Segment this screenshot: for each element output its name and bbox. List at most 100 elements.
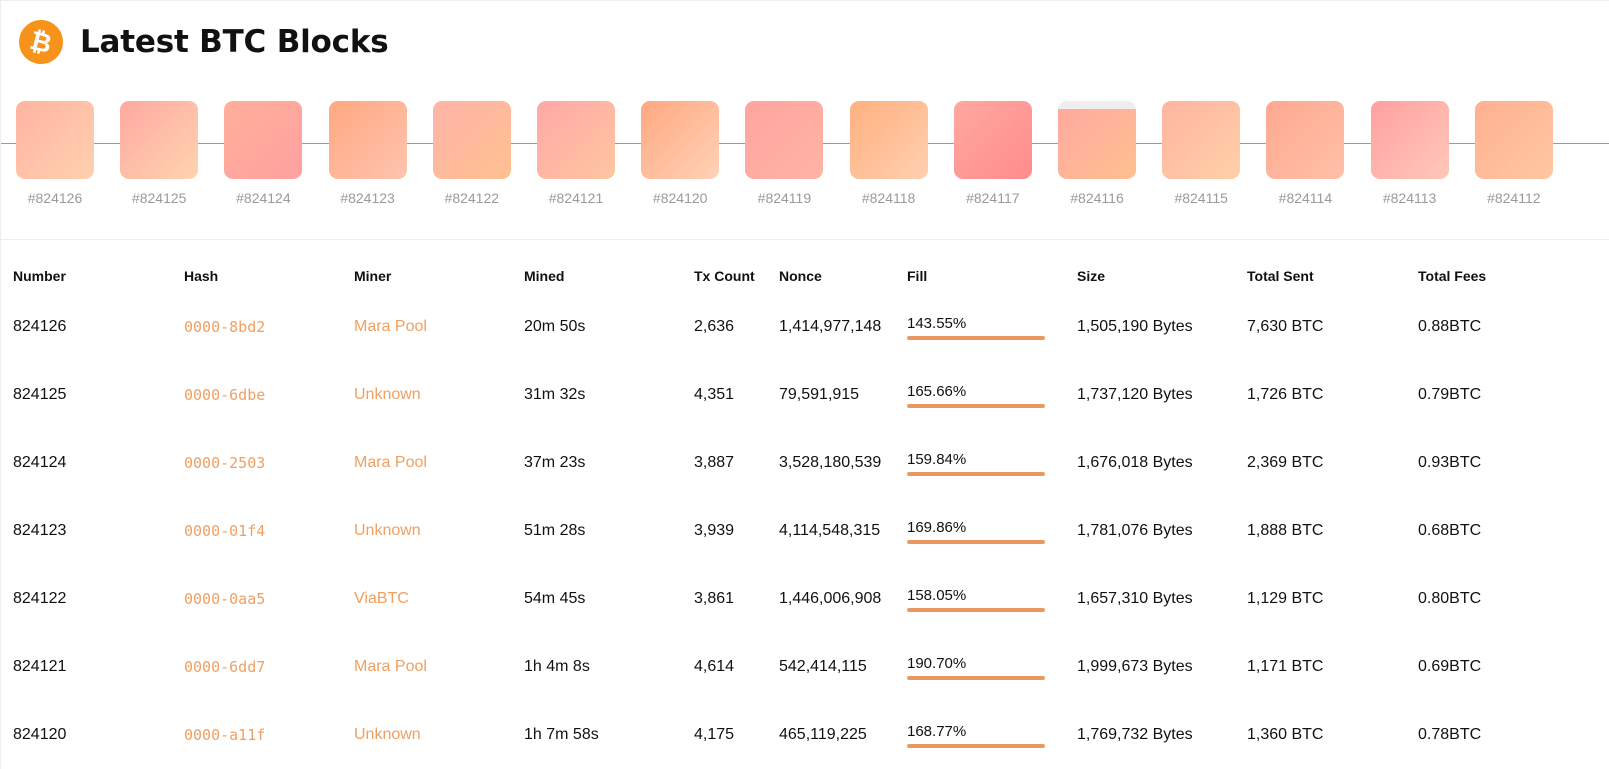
block-tile[interactable]: #824125: [119, 101, 199, 206]
block-number-label[interactable]: #824119: [757, 190, 812, 206]
block-tile[interactable]: #824117: [953, 101, 1033, 206]
column-header-nonce[interactable]: Nonce: [779, 268, 822, 284]
miner-link[interactable]: Unknown: [354, 726, 421, 743]
block-tile[interactable]: #824124: [223, 101, 303, 206]
total-fees-cell: 0.69BTC: [1418, 658, 1482, 675]
block-number-label[interactable]: #824122: [444, 190, 500, 206]
fill-cell: 168.77%: [907, 701, 1045, 769]
block-number-label[interactable]: #824123: [340, 190, 395, 206]
fill-progress-bar: [907, 607, 1045, 612]
miner-link[interactable]: Mara Pool: [354, 658, 427, 675]
block-hash-link[interactable]: 0000-8bd2: [184, 318, 266, 336]
block-number-label[interactable]: #824125: [131, 190, 187, 206]
table-row[interactable]: 824125 0000-6dbe Unknown 31m 32s 4,351 79,591…: [1, 361, 1609, 429]
fill-progress-bar-value: [907, 471, 1045, 476]
mined-time-cell: 37m 23s: [524, 454, 586, 471]
block-cube[interactable]: [328, 101, 407, 179]
block-hash-link[interactable]: 0000-a11f: [184, 726, 266, 744]
block-tile[interactable]: #824116: [1057, 101, 1137, 206]
column-header-number[interactable]: Number: [13, 268, 66, 284]
block-hash-link[interactable]: 0000-6dd7: [184, 658, 266, 676]
column-header-total-fees[interactable]: Total Fees: [1418, 268, 1487, 284]
table-row[interactable]: 824122 0000-0aa5 ViaBTC 54m 45s 3,861 1,446,0…: [1, 565, 1609, 633]
total-sent-cell: 1,726 BTC: [1247, 386, 1324, 403]
block-number-label[interactable]: #824112: [1487, 190, 1541, 206]
block-tile[interactable]: #824120: [640, 101, 720, 206]
miner-link[interactable]: Mara Pool: [354, 454, 427, 471]
block-number-label[interactable]: #824114: [1278, 190, 1333, 206]
table-row[interactable]: 824123 0000-01f4 Unknown 51m 28s 3,939 4,114,…: [1, 497, 1609, 565]
block-tile[interactable]: #824114: [1265, 101, 1345, 206]
page-header: ₿ Latest BTC Blocks: [14, 15, 389, 69]
block-tile[interactable]: #824113: [1370, 101, 1450, 206]
block-cube[interactable]: [849, 101, 928, 179]
block-tile[interactable]: #824118: [849, 101, 929, 206]
nonce-cell: 1,414,977,148: [779, 318, 882, 335]
fill-cell: 165.66%: [907, 361, 1045, 429]
block-cube[interactable]: [745, 101, 824, 179]
block-hash-link[interactable]: 0000-0aa5: [184, 590, 266, 608]
column-header-total-sent[interactable]: Total Sent: [1247, 268, 1314, 284]
fill-percent: 169.86%: [907, 518, 967, 536]
block-cube[interactable]: [641, 101, 720, 179]
block-tile[interactable]: #824119: [744, 101, 824, 206]
page-title: Latest BTC Blocks: [80, 24, 389, 60]
block-tile[interactable]: #824112: [1474, 101, 1554, 206]
block-hash-link[interactable]: 0000-2503: [184, 454, 266, 472]
table-header-row: Number Hash Miner Mined Tx Count Nonce F…: [1, 259, 1609, 293]
block-cube[interactable]: [1058, 101, 1136, 179]
fill-progress-bar-value: [907, 335, 1045, 340]
block-number-label[interactable]: #824118: [861, 190, 916, 206]
block-tile[interactable]: #824121: [536, 101, 616, 206]
block-cube[interactable]: [16, 101, 94, 179]
column-header-size[interactable]: Size: [1077, 268, 1106, 284]
block-cube[interactable]: [120, 101, 199, 179]
miner-link[interactable]: Unknown: [354, 386, 421, 403]
block-cube[interactable]: [224, 101, 303, 179]
block-number-label[interactable]: #824120: [652, 190, 708, 206]
block-tile[interactable]: #824123: [328, 101, 408, 206]
column-header-fill[interactable]: Fill: [907, 268, 928, 284]
column-header-mined[interactable]: Mined: [524, 268, 565, 284]
block-cube[interactable]: [953, 101, 1032, 179]
miner-link[interactable]: Unknown: [354, 522, 421, 539]
block-cube[interactable]: [1162, 101, 1241, 179]
fill-progress-bar: [907, 539, 1045, 544]
block-cube[interactable]: [537, 101, 615, 179]
column-header-miner[interactable]: Miner: [354, 268, 392, 284]
column-header-hash[interactable]: Hash: [184, 268, 219, 284]
table-row[interactable]: 824126 0000-8bd2 Mara Pool 20m 50s 2,636 1,41…: [1, 293, 1609, 361]
tx-count-cell: 2,636: [694, 318, 735, 335]
block-number-label[interactable]: #824124: [236, 190, 291, 206]
block-number-label[interactable]: #824126: [27, 190, 83, 206]
table-row[interactable]: 824124 0000-2503 Mara Pool 37m 23s 3,887 3,52…: [1, 429, 1609, 497]
fill-progress-bar-value: [907, 607, 1045, 612]
block-tile[interactable]: #824122: [432, 101, 512, 206]
miner-link[interactable]: ViaBTC: [354, 590, 409, 607]
fill-progress-bar: [907, 471, 1045, 476]
block-cube[interactable]: [1474, 101, 1553, 179]
block-cube[interactable]: [1370, 101, 1449, 179]
block-number-cell: 824125: [13, 386, 67, 403]
table-row[interactable]: 824121 0000-6dd7 Mara Pool 1h 4m 8s 4,614 542…: [1, 633, 1609, 701]
block-hash-link[interactable]: 0000-01f4: [184, 522, 266, 540]
fill-cell: 169.86%: [907, 497, 1045, 565]
block-number-label[interactable]: #824121: [548, 190, 604, 206]
total-fees-cell: 0.88BTC: [1418, 318, 1482, 335]
block-number-label[interactable]: #824113: [1382, 190, 1437, 206]
block-cube[interactable]: [1266, 101, 1345, 179]
block-number-label[interactable]: #824115: [1174, 190, 1228, 206]
bitcoin-icon: ₿: [14, 15, 68, 69]
block-number-cell: 824126: [13, 318, 67, 335]
block-number-label[interactable]: #824116: [1070, 190, 1124, 206]
miner-link[interactable]: Mara Pool: [354, 318, 427, 335]
total-fees-cell: 0.78BTC: [1418, 726, 1482, 743]
block-tile[interactable]: #824115: [1161, 101, 1241, 206]
table-row[interactable]: 824120 0000-a11f Unknown 1h 7m 58s 4,175 465,…: [1, 701, 1609, 769]
block-number-label[interactable]: #824117: [966, 190, 1020, 206]
block-hash-link[interactable]: 0000-6dbe: [184, 386, 266, 404]
block-tile[interactable]: #824126: [15, 101, 95, 206]
mined-time-cell: 1h 7m 58s: [524, 726, 599, 743]
column-header-tx-count[interactable]: Tx Count: [694, 268, 755, 284]
block-cube[interactable]: [432, 101, 511, 179]
